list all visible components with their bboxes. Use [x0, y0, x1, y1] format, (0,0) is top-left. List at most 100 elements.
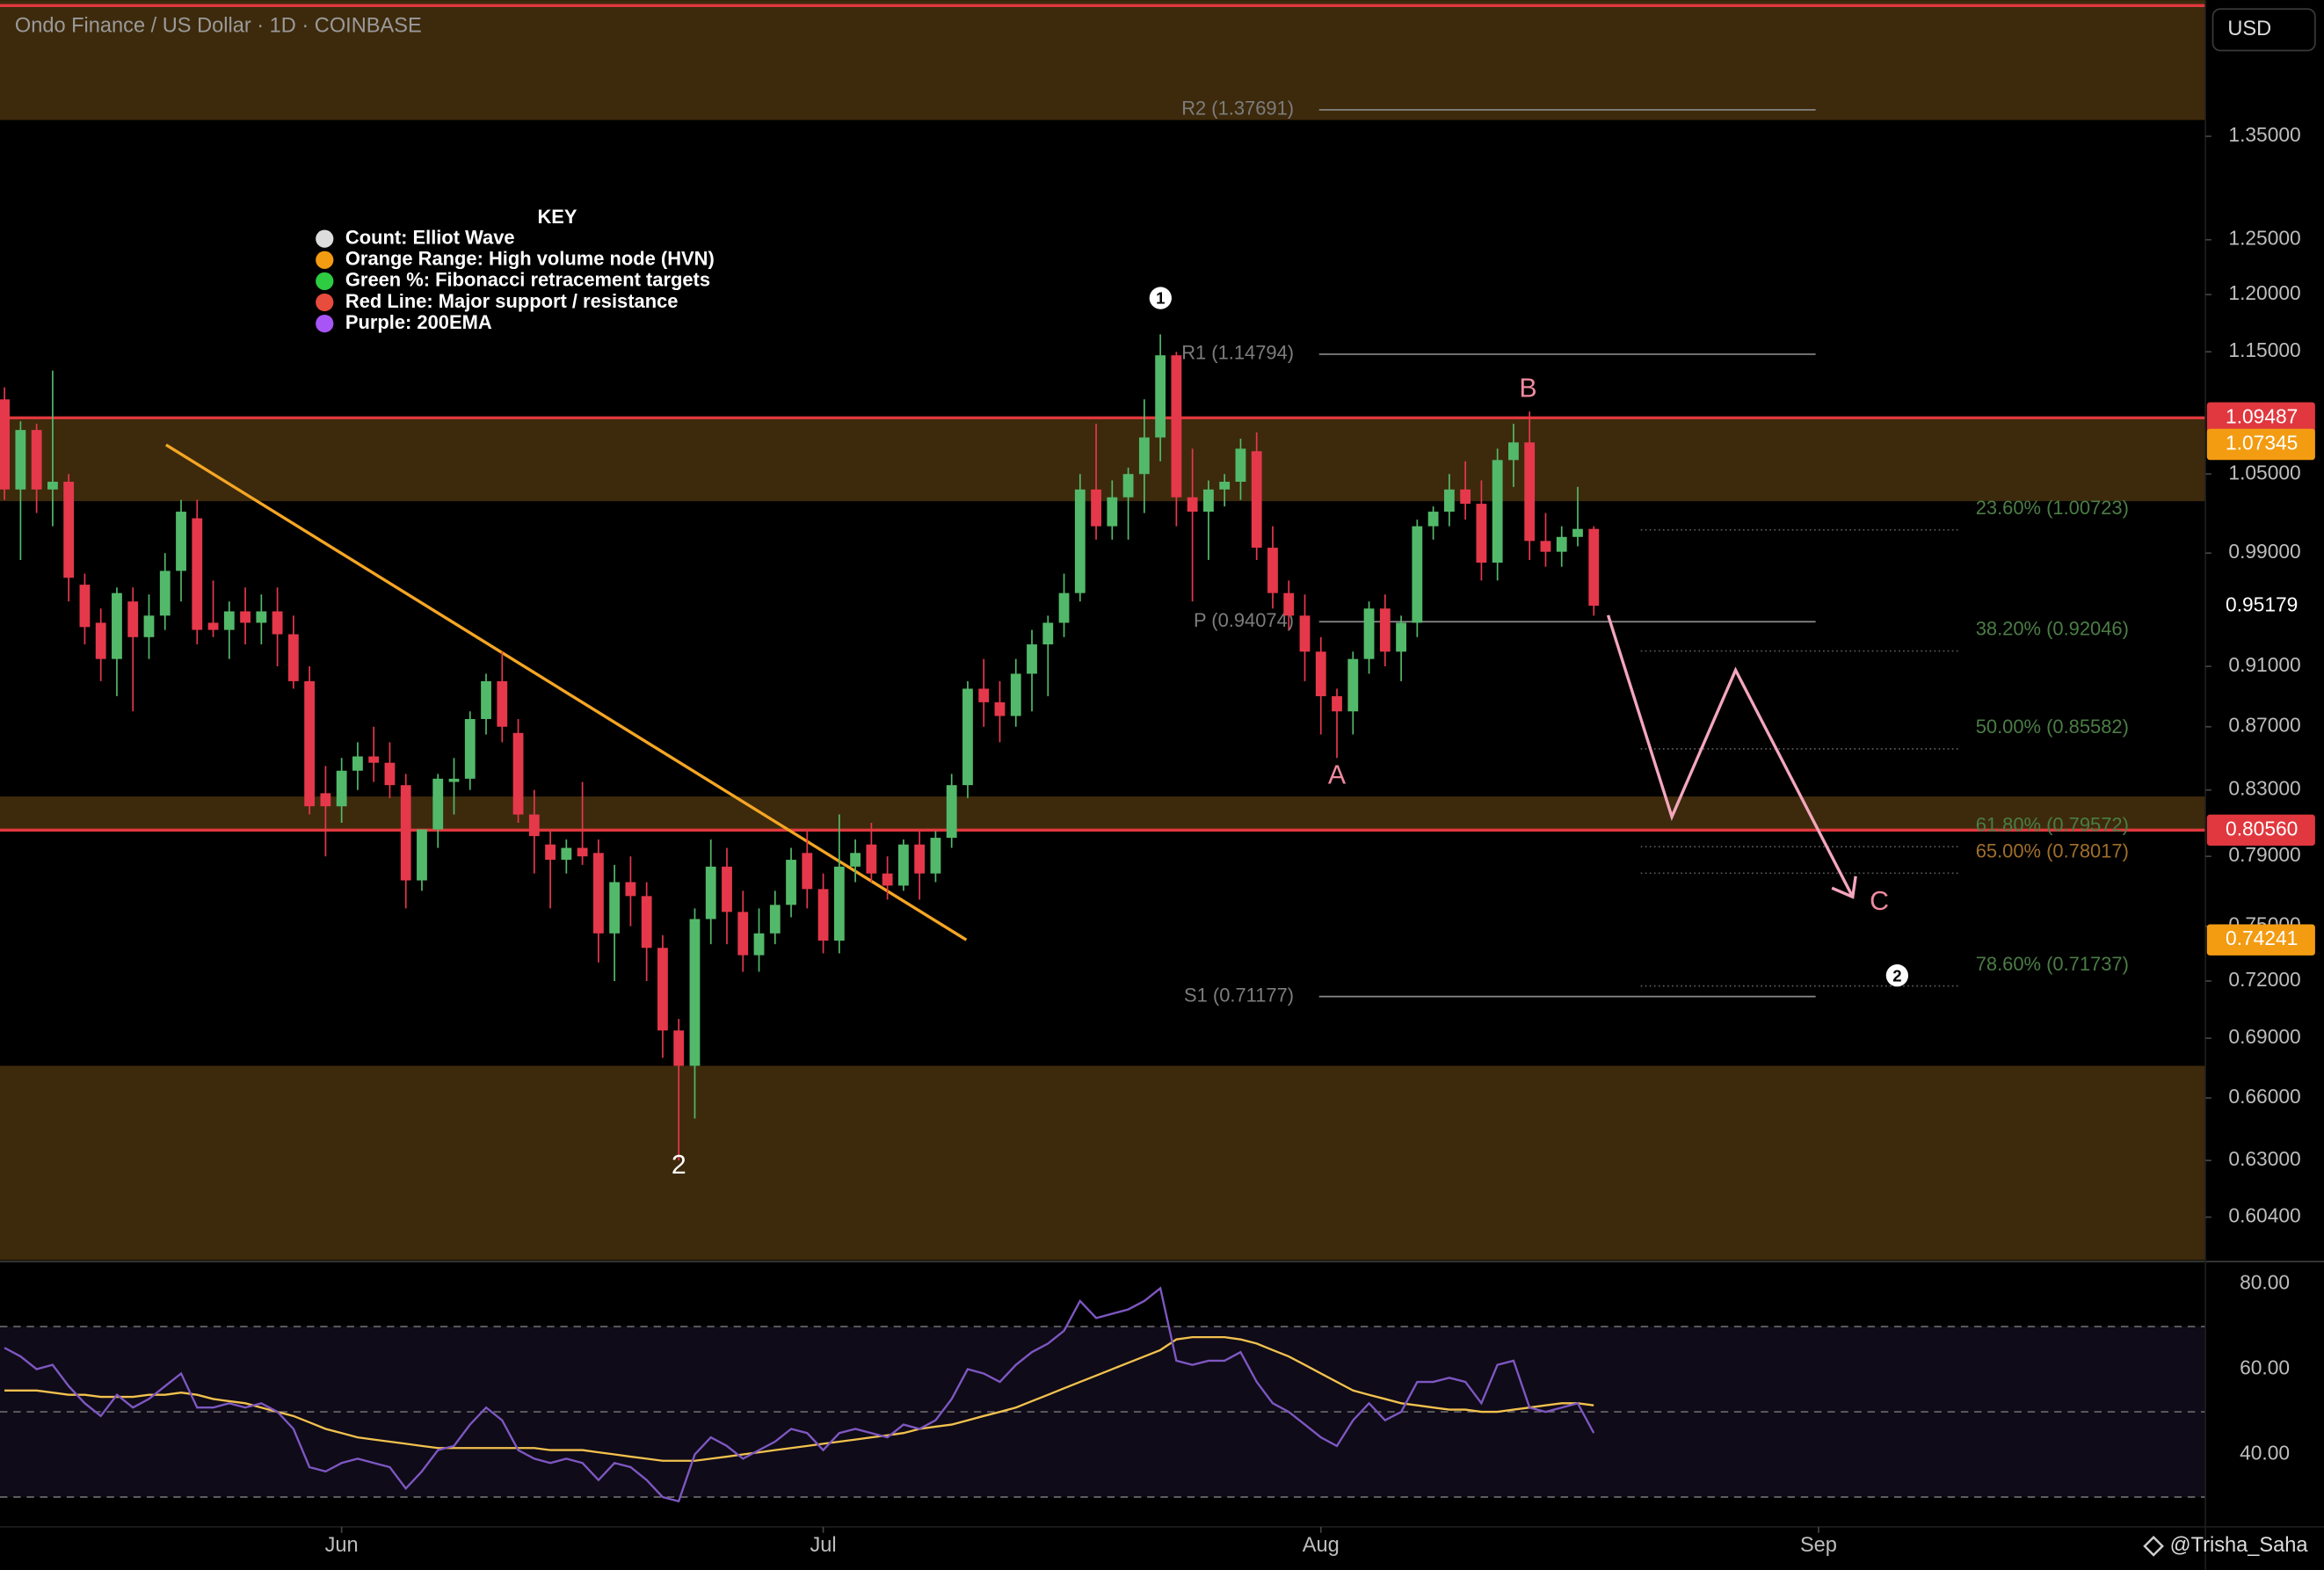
wave-circle	[1149, 287, 1172, 309]
candle-body	[1203, 489, 1214, 512]
price-label: 0.74241	[2226, 927, 2298, 949]
y-tick-label: 1.20000	[2228, 281, 2300, 304]
price-label-box	[2206, 814, 2315, 847]
candle-body	[1508, 442, 1519, 461]
candle-body	[946, 785, 957, 839]
price-label: 1.07345	[2226, 432, 2298, 454]
candle-body	[592, 853, 604, 934]
candle-body	[1588, 528, 1600, 607]
y-tick-label: 0.87000	[2228, 714, 2300, 737]
candle-body	[1251, 451, 1262, 549]
candles	[0, 334, 1600, 1161]
y-tick-label: 0.63000	[2228, 1147, 2300, 1170]
annotations: 1 B A 2 C 2	[672, 287, 1909, 1180]
chart-header: Ondo Finance / US Dollar · 1D · COINBASE	[15, 15, 422, 38]
legend-dot	[316, 272, 334, 290]
candle-body	[1332, 695, 1342, 712]
candle-body	[47, 482, 58, 490]
y-tick-label: 0.91000	[2228, 653, 2300, 676]
candle-body	[962, 688, 973, 786]
candle-body	[817, 889, 829, 941]
candle-body	[497, 680, 508, 727]
fib-label: 78.60% (0.71737)	[1976, 953, 2129, 975]
y-tick-label: 1.05000	[2228, 461, 2300, 483]
candle-body	[802, 853, 813, 890]
projection-path	[1606, 614, 1855, 898]
pivot-label: R2 (1.37691)	[1181, 98, 1294, 120]
candle-body	[112, 592, 122, 659]
candle-body	[882, 873, 893, 886]
legend-label: Red Line: Major support / resistance	[345, 290, 679, 312]
candle-body	[528, 814, 540, 837]
candle-body	[914, 844, 926, 874]
key-title: KEY	[537, 206, 577, 228]
candle-body	[1058, 592, 1070, 623]
candle-body	[1074, 489, 1086, 593]
rsi-tick-label: 40.00	[2240, 1442, 2290, 1465]
candle-body	[930, 838, 941, 874]
candle-body	[1572, 528, 1583, 537]
wave-label: 2	[672, 1151, 686, 1180]
candle-body	[1107, 497, 1118, 527]
candle-body	[866, 844, 877, 874]
currency-label[interactable]: USD	[2227, 18, 2271, 40]
candle-body	[897, 844, 909, 886]
candle-body	[786, 860, 796, 905]
x-tick-label: Jun	[325, 1534, 359, 1557]
candle-body	[1091, 489, 1101, 527]
candle-body	[657, 948, 668, 1031]
candle-body	[287, 634, 299, 681]
candle-body	[143, 615, 155, 637]
zones	[0, 0, 2206, 1261]
candle-body	[689, 919, 701, 1066]
legend-label: Purple: 200EMA	[345, 311, 492, 333]
price-label: 0.95179	[2226, 592, 2298, 615]
candle-body	[1283, 592, 1295, 616]
candle-body	[737, 912, 749, 956]
rsi-pane: 80.00 60.00 40.00	[0, 1271, 2324, 1528]
candle-body	[1379, 608, 1391, 652]
y-tick-label: 1.25000	[2228, 227, 2300, 250]
watermark-icon	[2143, 1535, 2164, 1557]
projection-arrowhead	[1831, 876, 1857, 899]
x-tick-label: Aug	[1303, 1534, 1340, 1557]
candle-body	[1556, 536, 1567, 552]
candle-body	[1010, 673, 1021, 716]
y-tick-label: 0.99000	[2228, 540, 2300, 563]
axes: 1.35000 1.25000 1.20000 1.15000 1.05000 0.990…	[325, 123, 2315, 1557]
candle-body	[207, 622, 219, 630]
candle-body	[978, 688, 990, 702]
candle-body	[1187, 497, 1198, 512]
candle-body	[577, 847, 588, 857]
candle-body	[1315, 651, 1326, 696]
legend-label: Green %: Fibonacci retracement targets	[345, 269, 710, 291]
candle-body	[192, 518, 203, 630]
pivot-label: R1 (1.14794)	[1181, 342, 1294, 364]
legend-dot	[316, 314, 334, 333]
price-label-box	[2206, 428, 2315, 461]
candle-body	[176, 512, 186, 571]
price-label-box	[2206, 402, 2315, 433]
candle-body	[1412, 526, 1423, 623]
price-label: 0.80560	[2226, 817, 2298, 840]
hvn-zone	[0, 796, 2206, 831]
candle-body	[753, 933, 765, 956]
candle-body	[545, 844, 556, 861]
wave-circle	[1885, 964, 1909, 987]
candle-body	[0, 399, 11, 490]
candle-body	[1476, 504, 1487, 563]
candle-body	[448, 778, 460, 782]
candle-body	[223, 611, 235, 630]
candle-body	[95, 622, 106, 659]
candle-body	[432, 778, 444, 830]
candle-body	[769, 905, 781, 934]
candle-body	[79, 585, 91, 628]
candle-body	[722, 866, 732, 912]
y-tick-label: 0.66000	[2228, 1085, 2300, 1108]
candle-body	[384, 762, 396, 786]
candle-body	[1219, 482, 1231, 490]
currency-button[interactable]	[2211, 8, 2316, 52]
fib-label: 65.00% (0.78017)	[1976, 840, 2129, 862]
fib-label: 38.20% (0.92046)	[1976, 618, 2129, 640]
